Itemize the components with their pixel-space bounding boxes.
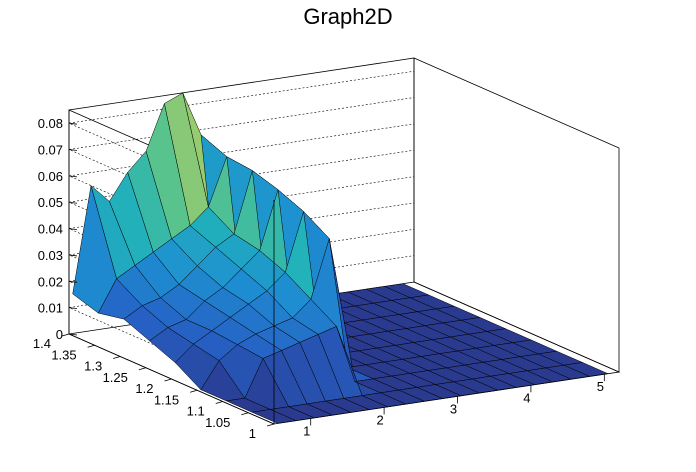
y-tick-label: 1.4 [33, 336, 51, 351]
z-tick [68, 254, 78, 257]
y-tick [190, 389, 198, 393]
z-tick-label: 0.06 [38, 169, 63, 184]
z-tick-label: 0.03 [38, 248, 63, 263]
z-tick-label: 0.02 [38, 274, 63, 289]
y-tick-label: 1.3 [84, 359, 102, 374]
x-tick-label: 5 [597, 379, 604, 394]
chart-title: Graph2D [303, 4, 393, 29]
y-tick-label: 1.35 [51, 347, 76, 362]
x-tick-label: 2 [376, 412, 383, 427]
z-tick-label: 0.07 [38, 143, 63, 158]
z-tick [68, 175, 78, 178]
z-grid-line [67, 97, 415, 240]
y-tick-label: 1.2 [135, 381, 153, 396]
z-tick [68, 228, 78, 230]
y-tick [164, 378, 172, 382]
y-tick-label: 1.1 [187, 404, 205, 419]
y-tick [87, 344, 95, 348]
x-tick-label: 1 [303, 423, 310, 438]
z-tick [68, 201, 78, 204]
z-tick-label: 0.01 [38, 301, 63, 316]
z-grid-line [67, 149, 415, 293]
z-tick [68, 307, 78, 310]
y-tick-label: 1.05 [205, 415, 230, 430]
z-tick [68, 122, 78, 125]
z-tick [68, 333, 78, 336]
y-tick [241, 412, 249, 416]
surface-mesh [72, 92, 609, 424]
z-tick-label: 0.08 [38, 116, 63, 131]
z-grid-line [67, 176, 415, 319]
z-grid-line [67, 123, 415, 267]
axes: 00.010.020.030.040.050.060.070.0811.051.… [33, 116, 621, 441]
y-tick [215, 401, 223, 404]
y-tick [113, 356, 121, 359]
z-tick-label: 0 [56, 327, 63, 342]
z-tick-label: 0.05 [38, 195, 63, 210]
z-tick [68, 149, 78, 151]
x-tick-label: 4 [523, 390, 530, 405]
z-tick-label: 0.04 [38, 222, 63, 237]
x-tick-label: 3 [450, 401, 457, 416]
y-tick [61, 333, 70, 337]
y-tick-label: 1.25 [103, 370, 128, 385]
z-grid-line [67, 70, 415, 214]
z-tick [68, 280, 78, 283]
y-tick-label: 1.15 [154, 392, 179, 407]
y-tick [138, 367, 146, 371]
y-tick-label: 1 [249, 426, 256, 441]
y-tick [266, 423, 275, 427]
